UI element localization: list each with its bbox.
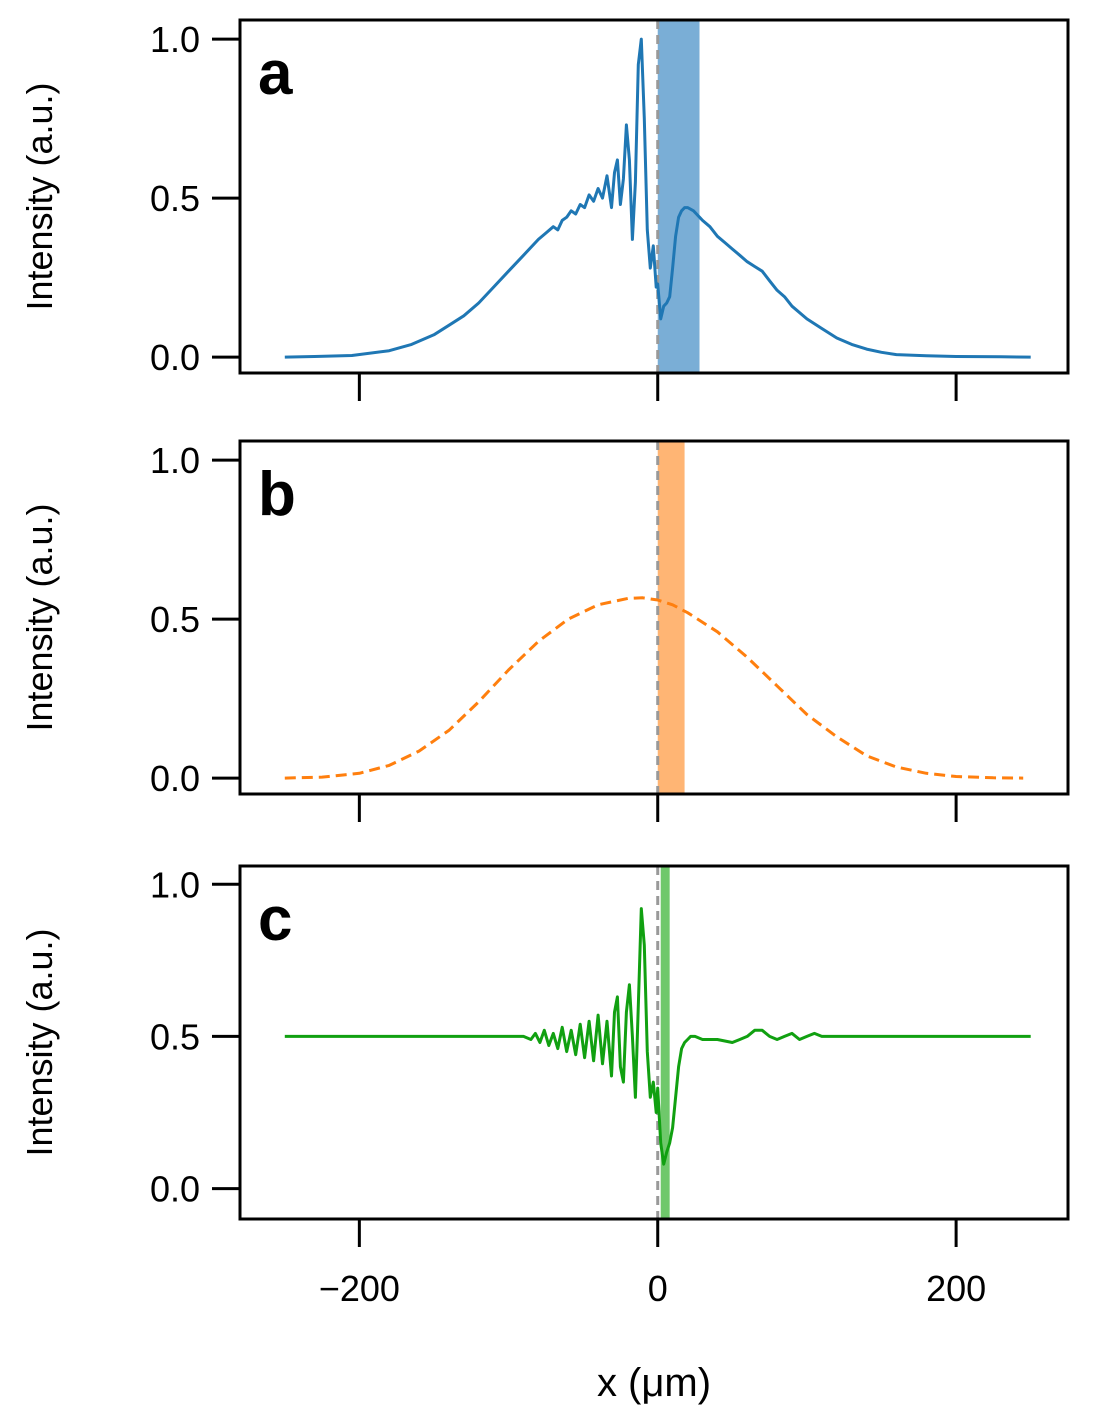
panel-a: 0.0 0.5 1.0 a Intensity (a.u.) (19, 18, 1070, 401)
y-tick-label: 0.5 (150, 1016, 200, 1057)
panel-b: 0.0 0.5 1.0 b Intensity (a.u.) (19, 439, 1070, 822)
plot-frame (238, 18, 1070, 375)
y-axis-label: Intensity (a.u.) (19, 503, 60, 731)
panel-label: c (258, 885, 292, 954)
y-axis-label: Intensity (a.u.) (19, 928, 60, 1156)
x-ticks (357, 794, 958, 822)
x-ticks: −200 0 200 (319, 1219, 986, 1309)
y-tick-label: 1.0 (150, 864, 200, 905)
plot-frame (238, 439, 1070, 796)
x-tick-label: −200 (319, 1268, 400, 1309)
y-ticks: 0.0 0.5 1.0 (150, 19, 240, 378)
panel-label: b (258, 460, 296, 529)
x-ticks (357, 373, 958, 401)
y-tick-label: 0.0 (150, 1169, 200, 1210)
y-tick-label: 0.5 (150, 599, 200, 640)
highlight-band (657, 441, 685, 794)
highlight-band (657, 20, 700, 373)
y-ticks: 0.0 0.5 1.0 (150, 440, 240, 799)
x-axis-label: x (μm) (597, 1361, 711, 1405)
y-ticks: 0.0 0.5 1.0 (150, 864, 240, 1210)
y-tick-label: 1.0 (150, 19, 200, 60)
y-tick-label: 0.0 (150, 337, 200, 378)
y-tick-label: 1.0 (150, 440, 200, 481)
highlight-band (660, 866, 670, 1219)
x-tick-label: 0 (648, 1268, 668, 1309)
intensity-curve-c (284, 907, 1031, 1166)
intensity-curve-b (284, 596, 1024, 780)
intensity-curve-a (284, 37, 1031, 359)
x-tick-label: 200 (926, 1268, 986, 1309)
y-tick-label: 0.0 (150, 758, 200, 799)
plot-frame (238, 864, 1070, 1221)
panel-c: 0.0 0.5 1.0 −200 0 200 c Intensity (a.u.) x … (19, 864, 1070, 1405)
y-axis-label: Intensity (a.u.) (19, 82, 60, 310)
y-tick-label: 0.5 (150, 178, 200, 219)
panel-label: a (258, 39, 293, 108)
